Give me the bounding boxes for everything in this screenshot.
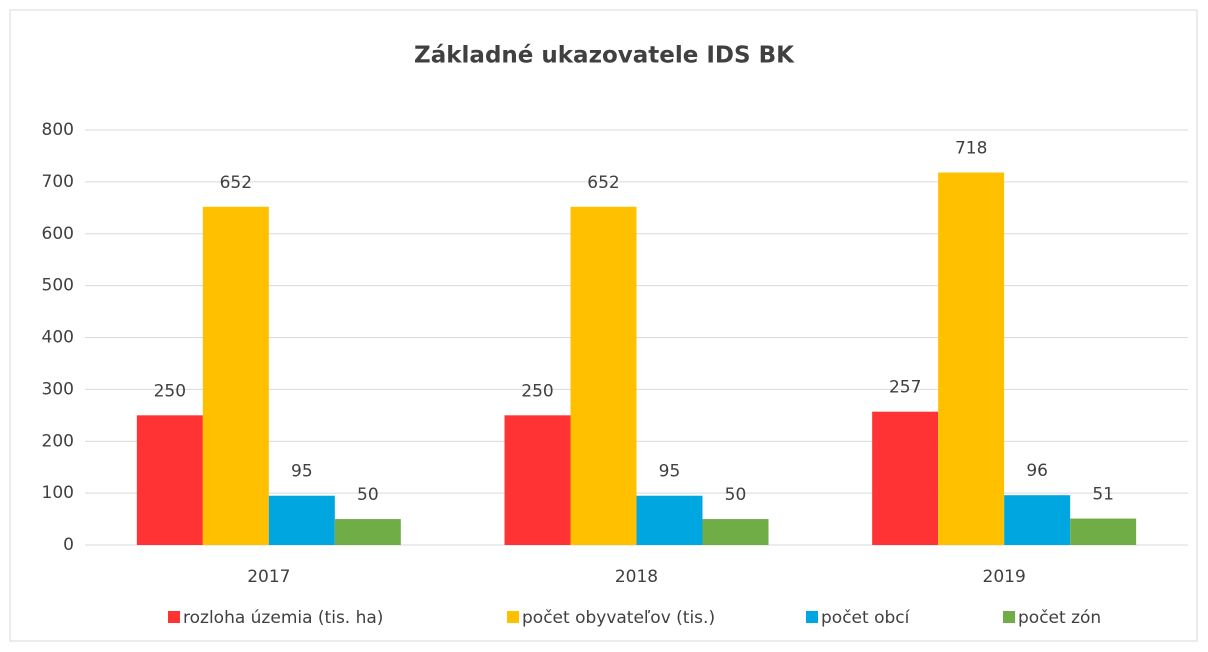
legend-label: rozloha územia (tis. ha) xyxy=(183,608,383,628)
x-tick-label: 2019 xyxy=(983,567,1026,587)
x-tick-label: 2017 xyxy=(247,567,290,587)
legend-swatch xyxy=(806,611,818,623)
y-tick-label: 300 xyxy=(42,379,74,399)
data-label: 652 xyxy=(220,173,252,193)
data-label: 50 xyxy=(725,485,747,505)
bar xyxy=(1004,495,1071,545)
data-label: 250 xyxy=(154,381,186,401)
legend-swatch xyxy=(1003,611,1015,623)
bar xyxy=(938,172,1005,545)
y-tick-label: 600 xyxy=(42,224,74,244)
bar xyxy=(136,415,203,545)
bar xyxy=(504,415,571,545)
chart-title: Základné ukazovatele IDS BK xyxy=(414,43,795,69)
data-label: 95 xyxy=(291,462,313,482)
bar xyxy=(872,411,939,545)
data-label: 250 xyxy=(521,381,553,401)
y-tick-label: 500 xyxy=(42,276,74,296)
y-tick-label: 700 xyxy=(42,172,74,192)
bar xyxy=(334,519,401,545)
y-tick-label: 200 xyxy=(42,431,74,451)
legend-swatch xyxy=(168,611,180,623)
bar xyxy=(570,206,637,545)
legend-label: počet obyvateľov (tis.) xyxy=(522,608,715,628)
y-tick-label: 100 xyxy=(42,483,74,503)
data-label: 95 xyxy=(659,462,681,482)
y-tick-label: 400 xyxy=(42,328,74,348)
bar xyxy=(268,495,335,545)
y-tick-label: 800 xyxy=(42,120,74,140)
legend-label: počet zón xyxy=(1018,608,1101,628)
bar xyxy=(636,495,703,545)
legend-swatch xyxy=(507,611,519,623)
data-label: 718 xyxy=(955,139,987,159)
data-label: 257 xyxy=(889,378,921,398)
legend-label: počet obcí xyxy=(821,608,911,628)
data-label: 652 xyxy=(587,173,619,193)
bar xyxy=(1070,518,1137,545)
y-tick-label: 0 xyxy=(63,535,74,555)
data-label: 96 xyxy=(1026,461,1048,481)
data-label: 50 xyxy=(357,485,379,505)
x-tick-label: 2018 xyxy=(615,567,658,587)
bar xyxy=(702,519,769,545)
bar xyxy=(202,206,269,545)
data-label: 51 xyxy=(1092,485,1114,505)
